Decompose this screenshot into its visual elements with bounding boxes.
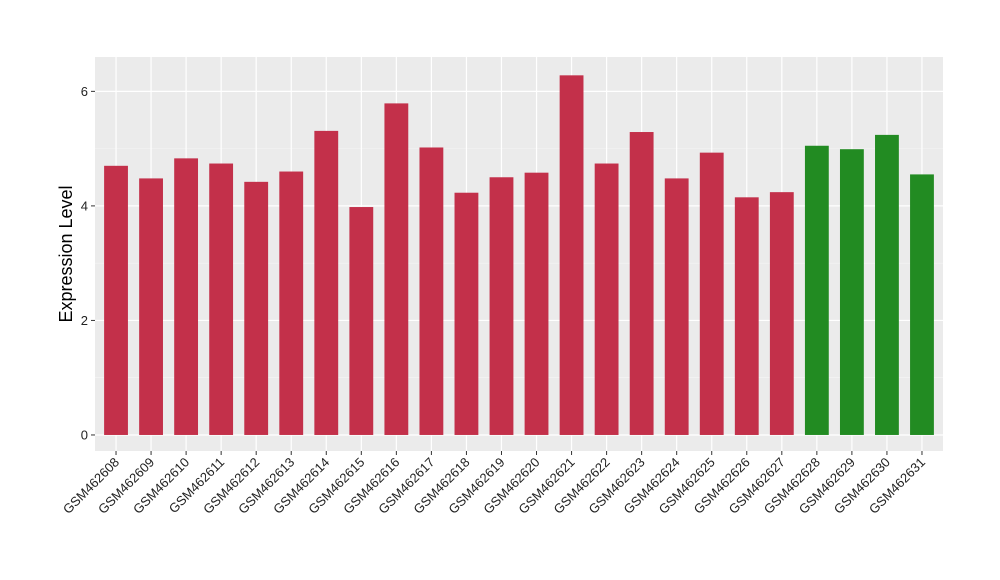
- bar-GSM462610: [174, 158, 199, 435]
- bar-GSM462628: [804, 145, 829, 435]
- bar-GSM462616: [384, 103, 409, 435]
- bar-GSM462614: [314, 130, 339, 435]
- bar-GSM462612: [244, 181, 269, 435]
- bar-GSM462626: [734, 197, 759, 435]
- bar-GSM462619: [489, 177, 514, 435]
- y-tick-label: 4: [81, 198, 88, 213]
- y-tick-label: 6: [81, 84, 88, 99]
- bar-GSM462611: [209, 163, 234, 435]
- x-axis: GSM462608GSM462609GSM462610GSM462611GSM4…: [60, 451, 928, 517]
- bar-GSM462615: [349, 207, 374, 435]
- bar-GSM462623: [629, 132, 654, 435]
- bar-GSM462621: [559, 75, 584, 435]
- bar-GSM462613: [279, 171, 304, 435]
- y-axis-title: Expression Level: [56, 185, 76, 322]
- plot-panel: [95, 57, 943, 451]
- bars: [104, 75, 934, 435]
- bar-GSM462624: [664, 178, 689, 435]
- bar-GSM462618: [454, 192, 479, 435]
- bar-GSM462630: [875, 134, 899, 435]
- bar-GSM462608: [104, 165, 128, 435]
- bar-GSM462617: [419, 147, 444, 435]
- bar-GSM462622: [594, 163, 619, 435]
- y-tick-label: 0: [81, 427, 88, 442]
- bar-GSM462627: [769, 192, 794, 435]
- bar-GSM462625: [699, 152, 724, 435]
- bar-GSM462620: [524, 172, 549, 435]
- bar-GSM462631: [910, 174, 934, 435]
- bar-GSM462629: [839, 149, 864, 435]
- y-tick-label: 2: [81, 313, 88, 328]
- bar-GSM462609: [139, 178, 163, 435]
- y-axis: 0 2 4 6: [81, 84, 95, 442]
